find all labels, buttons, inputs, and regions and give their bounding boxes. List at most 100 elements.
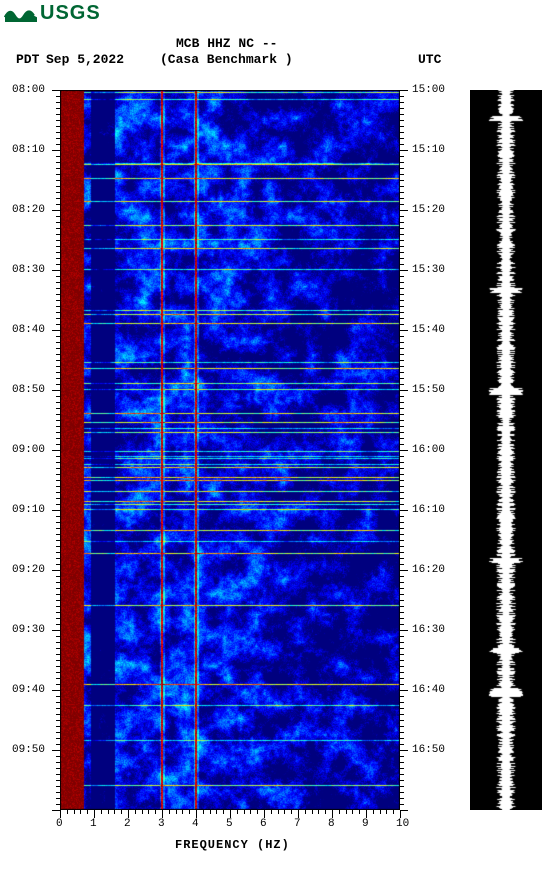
y-tick-left [56,300,60,301]
y-tick-right [400,570,408,571]
y-tick-right [400,420,404,421]
y-tick-left [56,138,60,139]
y-tick-right [400,588,404,589]
x-minor-tick [325,810,326,814]
y-tick-left [56,780,60,781]
y-tick-left [56,264,60,265]
y-tick-right [400,384,404,385]
y-tick-left [56,204,60,205]
y-tick-left [56,606,60,607]
x-minor-tick [244,810,245,814]
y-tick-left [56,774,60,775]
y-tick-left [56,792,60,793]
y-tick-right [400,744,404,745]
x-minor-tick [339,810,340,814]
y-right-label: 15:20 [412,204,445,216]
x-minor-tick [284,810,285,814]
usgs-wave-icon [4,6,38,22]
x-minor-tick [291,810,292,814]
y-tick-right [400,552,404,553]
y-tick-left [56,348,60,349]
x-minor-tick [148,810,149,814]
y-tick-right [400,138,404,139]
y-tick-left [56,336,60,337]
y-tick-left [56,426,60,427]
y-tick-left [56,624,60,625]
y-tick-left [52,810,60,811]
y-tick-left [56,360,60,361]
y-tick-left [56,228,60,229]
x-minor-tick [182,810,183,814]
y-tick-left [56,294,60,295]
y-tick-left [56,648,60,649]
x-tick-label: 10 [396,818,409,830]
y-tick-left [56,234,60,235]
y-tick-right [400,516,404,517]
y-tick-left [56,96,60,97]
y-tick-left [52,450,60,451]
y-tick-left [56,432,60,433]
y-tick-left [56,540,60,541]
x-tick-label: 8 [328,818,335,830]
y-tick-right [400,690,408,691]
y-left-label: 09:00 [12,444,45,456]
y-tick-left [56,366,60,367]
y-tick-right [400,390,408,391]
y-tick-right [400,342,404,343]
x-minor-tick [257,810,258,814]
y-tick-left [56,474,60,475]
y-tick-right [400,120,404,121]
y-tick-left [56,372,60,373]
y-tick-right [400,654,404,655]
y-tick-right [400,228,404,229]
y-tick-left [56,120,60,121]
y-tick-right [400,168,404,169]
x-tick-label: 1 [90,818,97,830]
y-tick-right [400,336,404,337]
x-minor-tick [264,810,265,814]
y-tick-left [56,594,60,595]
y-tick-left [56,288,60,289]
y-tick-right [400,402,404,403]
y-tick-left [56,312,60,313]
y-tick-left [56,102,60,103]
y-tick-left [56,762,60,763]
x-tick-label: 4 [192,818,199,830]
y-tick-left [52,90,60,91]
y-right-label: 15:40 [412,324,445,336]
y-tick-left [56,582,60,583]
y-tick-right [400,312,404,313]
x-minor-tick [60,810,61,814]
y-tick-left [56,156,60,157]
y-right-label: 15:50 [412,384,445,396]
y-tick-left [56,276,60,277]
y-tick-left [56,402,60,403]
x-minor-tick [128,810,129,814]
y-tick-left [56,720,60,721]
x-minor-tick [393,810,394,814]
y-tick-right [400,150,408,151]
y-tick-right [400,96,404,97]
y-tick-right [400,624,404,625]
y-tick-left [56,282,60,283]
y-tick-left [56,564,60,565]
y-tick-right [400,630,408,631]
y-left-label: 08:10 [12,144,45,156]
y-tick-right [400,210,408,211]
y-tick-right [400,492,404,493]
y-tick-left [56,678,60,679]
y-tick-left [56,444,60,445]
y-tick-left [56,528,60,529]
y-tick-right [400,108,404,109]
y-tick-left [56,198,60,199]
y-tick-left [56,576,60,577]
y-tick-left [56,252,60,253]
y-tick-left [56,744,60,745]
y-tick-left [52,510,60,511]
x-minor-tick [162,810,163,814]
y-tick-right [400,462,404,463]
x-minor-tick [298,810,299,814]
y-tick-right [400,726,404,727]
y-tick-left [56,666,60,667]
y-tick-left [56,702,60,703]
